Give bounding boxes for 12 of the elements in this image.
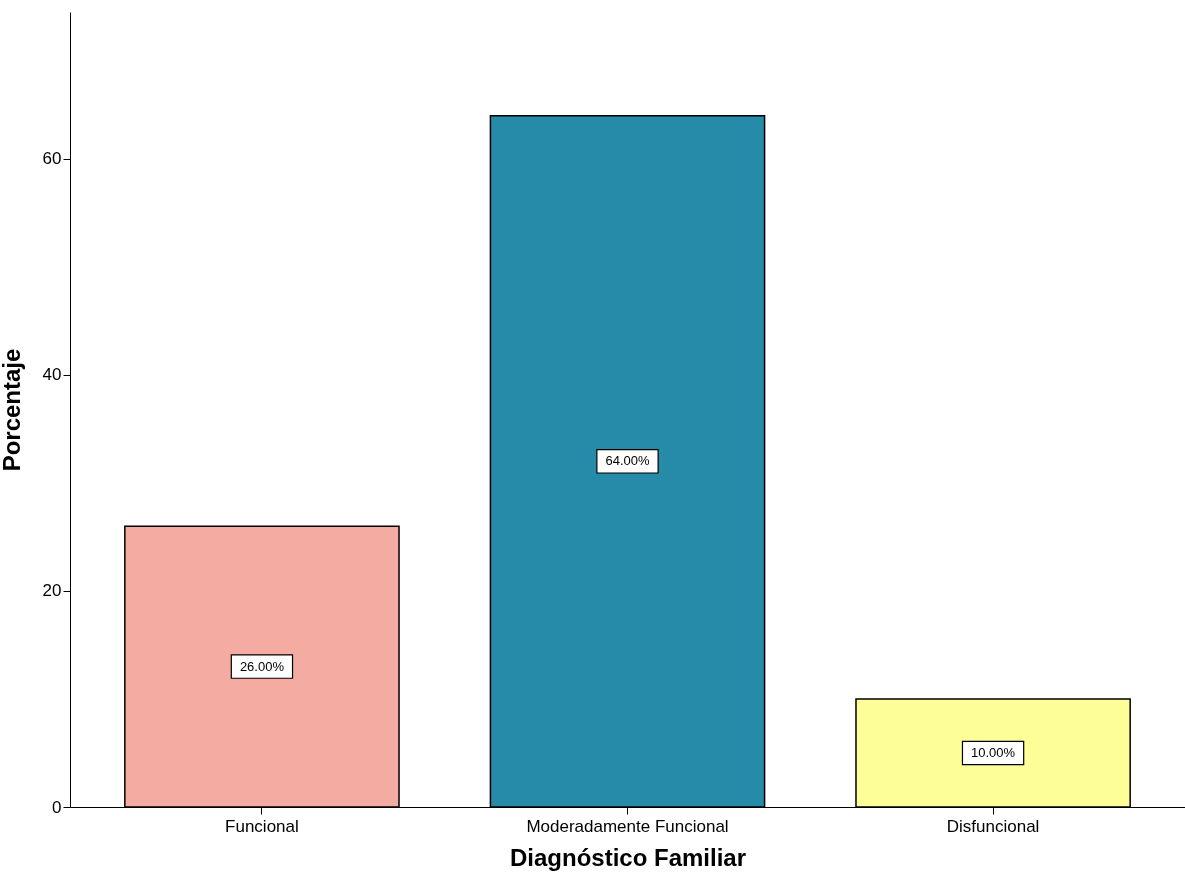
y-tick-label: 20 <box>42 581 62 601</box>
y-tick-label: 0 <box>52 797 62 817</box>
x-tick-label: Moderadamente Funcional <box>526 816 729 836</box>
data-label: 10.00% <box>971 744 1016 760</box>
x-tick-label: Disfuncional <box>946 816 1040 836</box>
data-label: 64.00% <box>605 453 650 469</box>
data-label: 26.00% <box>239 658 285 674</box>
y-tick-label: 40 <box>42 365 62 385</box>
y-axis-title: Porcentaje <box>0 348 25 472</box>
x-axis-title: Diagnóstico Familiar <box>509 843 747 871</box>
x-tick-label: Funcional <box>225 816 299 836</box>
y-tick-label: 60 <box>42 149 62 169</box>
